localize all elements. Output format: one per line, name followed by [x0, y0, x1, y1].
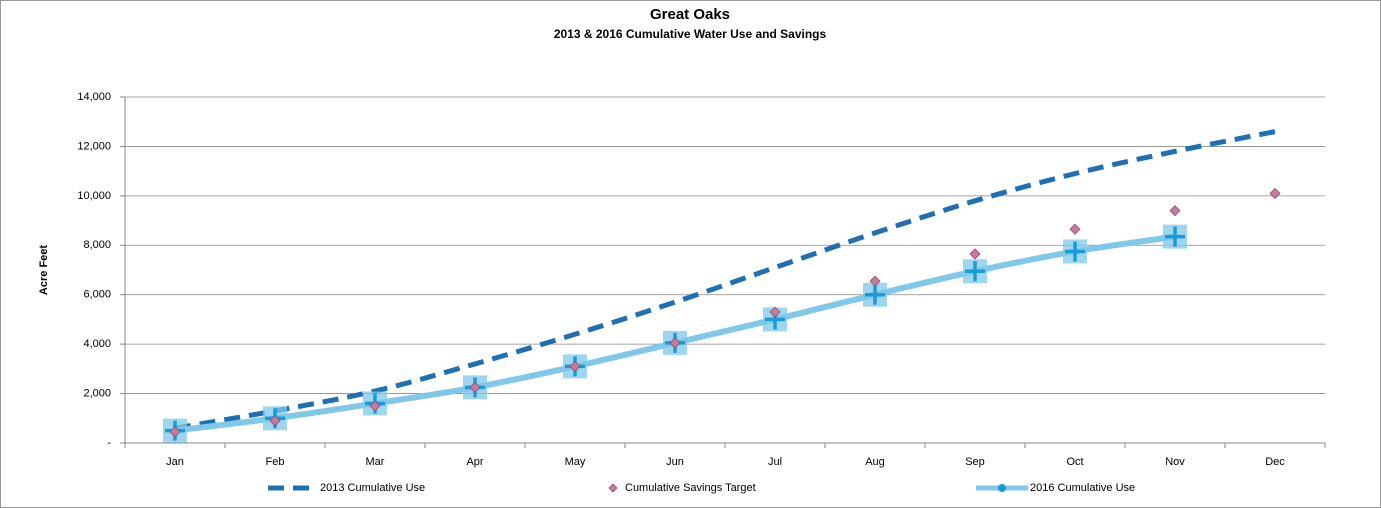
x-tick-label: Jan [166, 456, 184, 468]
x-tick-label: Jul [768, 456, 782, 468]
x-tick-label: Sep [965, 456, 985, 468]
marker-plus [965, 261, 985, 282]
legend-label: 2013 Cumulative Use [320, 482, 425, 494]
x-tick-label: May [565, 456, 586, 468]
marker-plus [1165, 226, 1185, 247]
marker-diamond [269, 415, 281, 427]
x-tick-label: Oct [1066, 456, 1083, 468]
marker-diamond [969, 248, 981, 260]
legend-swatch [608, 483, 618, 493]
y-tick-label: - [107, 437, 111, 449]
marker-diamond [569, 360, 581, 372]
x-tick-label: Nov [1165, 456, 1185, 468]
x-tick-label: Jun [666, 456, 684, 468]
marker-diamond [1069, 223, 1081, 235]
marker-diamond [769, 306, 781, 318]
y-tick-label: 4,000 [83, 338, 111, 350]
chart-subtitle: 2013 & 2016 Cumulative Water Use and Sav… [554, 27, 827, 41]
y-tick-label: 14,000 [77, 91, 111, 103]
marker-diamond [469, 381, 481, 393]
chart-title: Great Oaks [650, 6, 730, 23]
x-tick-label: Mar [366, 456, 385, 468]
marker-diamond [1169, 205, 1181, 217]
y-tick-label: 2,000 [83, 387, 111, 399]
marker-diamond [869, 275, 881, 287]
y-tick-label: 12,000 [77, 140, 111, 152]
x-tick-label: Aug [865, 456, 885, 468]
legend-label: Cumulative Savings Target [625, 482, 756, 494]
x-tick-label: Dec [1265, 456, 1285, 468]
y-tick-label: 6,000 [83, 289, 111, 301]
legend-swatch [998, 484, 1006, 492]
x-tick-label: Feb [266, 456, 285, 468]
marker-plus [865, 284, 885, 305]
marker-diamond [369, 400, 381, 412]
y-axis-title: Acre Feet [38, 245, 50, 295]
marker-diamond [169, 426, 181, 438]
x-tick-label: Apr [466, 456, 483, 468]
y-tick-label: 8,000 [83, 239, 111, 251]
legend-label: 2016 Cumulative Use [1030, 482, 1135, 494]
marker-plus [1065, 241, 1085, 262]
y-tick-label: 10,000 [77, 190, 111, 202]
marker-diamond [669, 337, 681, 349]
marker-diamond [1269, 187, 1281, 199]
